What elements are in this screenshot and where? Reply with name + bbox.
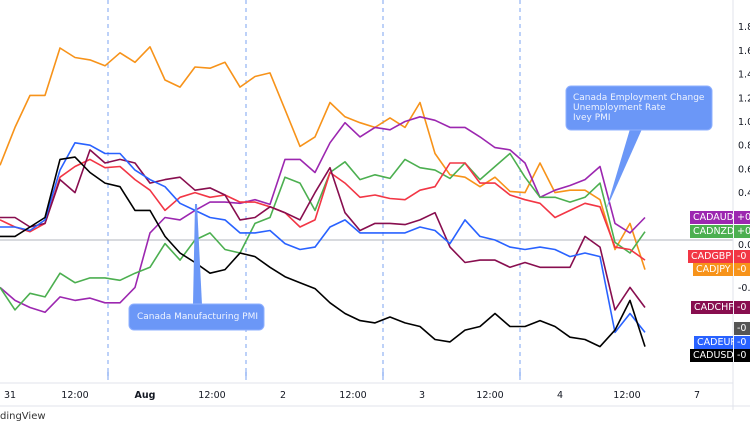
x-tick-label: Aug: [135, 390, 156, 401]
y-tick-label: 0.4: [738, 188, 750, 199]
series-line-cadnzd[interactable]: [0, 152, 646, 311]
x-tick-label: 12:00: [61, 390, 88, 401]
series-line-cadaud[interactable]: [0, 116, 646, 314]
x-tick-label: 4: [557, 390, 563, 401]
x-tick-label: 12:00: [198, 390, 225, 401]
y-tick-label: 1.8: [738, 22, 750, 33]
callout-employment-text: Canada Employment Change Unemployment Ra…: [573, 93, 705, 123]
series-line-cadchf[interactable]: [0, 149, 646, 311]
symbol-tag-cadchf[interactable]: CADCHF: [691, 301, 734, 314]
y-tick-label: 0.6: [738, 164, 750, 175]
x-tick-label: 3: [419, 390, 425, 401]
symbol-tag-cadusd[interactable]: CADUSD: [690, 349, 734, 362]
callout-pmi-pointer: [193, 204, 202, 305]
scale-value-tag: -0: [734, 322, 750, 335]
x-tick-label: 12:00: [339, 390, 366, 401]
y-tick-label: 1.6: [738, 46, 750, 57]
callout-employment-pointer: [606, 129, 642, 210]
series-line-cadjpy[interactable]: [0, 45, 646, 270]
price-axis[interactable]: 1.8 1.6 1.4 1.2 1.0 0.8 0.6 0.4 0.0 -0.2: [738, 22, 750, 294]
callout-pmi-text: Canada Manufacturing PMI: [137, 312, 258, 322]
y-tick-label: 0.0: [738, 240, 750, 251]
symbol-tag-cadaud[interactable]: CADAUD: [690, 211, 734, 224]
series-line-cadeur[interactable]: [0, 142, 646, 334]
symbol-tag-cadgbp[interactable]: CADGBP: [688, 250, 733, 263]
x-tick-label: 7: [694, 390, 700, 401]
callout-employment-box: [565, 85, 713, 131]
symbol-value-cadusd: -0: [734, 349, 750, 362]
symbol-value-cadgbp: -0: [734, 250, 750, 263]
y-tick-label: 0.8: [738, 141, 750, 152]
symbol-value-cadnzd: +0: [734, 225, 750, 238]
y-tick-label: 1.4: [738, 70, 750, 81]
y-tick-label: 1.0: [738, 117, 750, 128]
series-lines: [0, 45, 646, 348]
x-tick-label: 12:00: [613, 390, 640, 401]
symbol-tag-cadjpy[interactable]: CADJPY: [693, 263, 733, 276]
symbol-tag-cadeur[interactable]: CADEUR: [694, 336, 737, 349]
series-line-cadgbp[interactable]: [0, 158, 646, 261]
x-tick-label: 2: [280, 390, 286, 401]
tradingview-watermark: dingView: [0, 411, 46, 422]
y-tick-label: -0.2: [738, 283, 750, 294]
symbol-value-cadchf: -0: [734, 301, 750, 314]
x-tick-label: 31: [4, 390, 16, 401]
symbol-value-cadjpy: -0: [734, 263, 750, 276]
y-tick-label: 1.2: [738, 93, 750, 104]
series-line-cadusd[interactable]: [0, 156, 646, 348]
symbol-value-cadaud: +0: [734, 211, 750, 224]
session-breaks: [107, 0, 521, 383]
symbol-value-cadeur: -0: [734, 336, 750, 349]
symbol-tag-cadnzd[interactable]: CADNZD: [690, 225, 734, 238]
x-tick-label: 12:00: [476, 390, 503, 401]
time-axis[interactable]: 31 12:00 Aug 12:00 2 12:00 3 12:00 4 12:00 7: [4, 390, 700, 401]
callout-pmi-box: [128, 303, 265, 331]
